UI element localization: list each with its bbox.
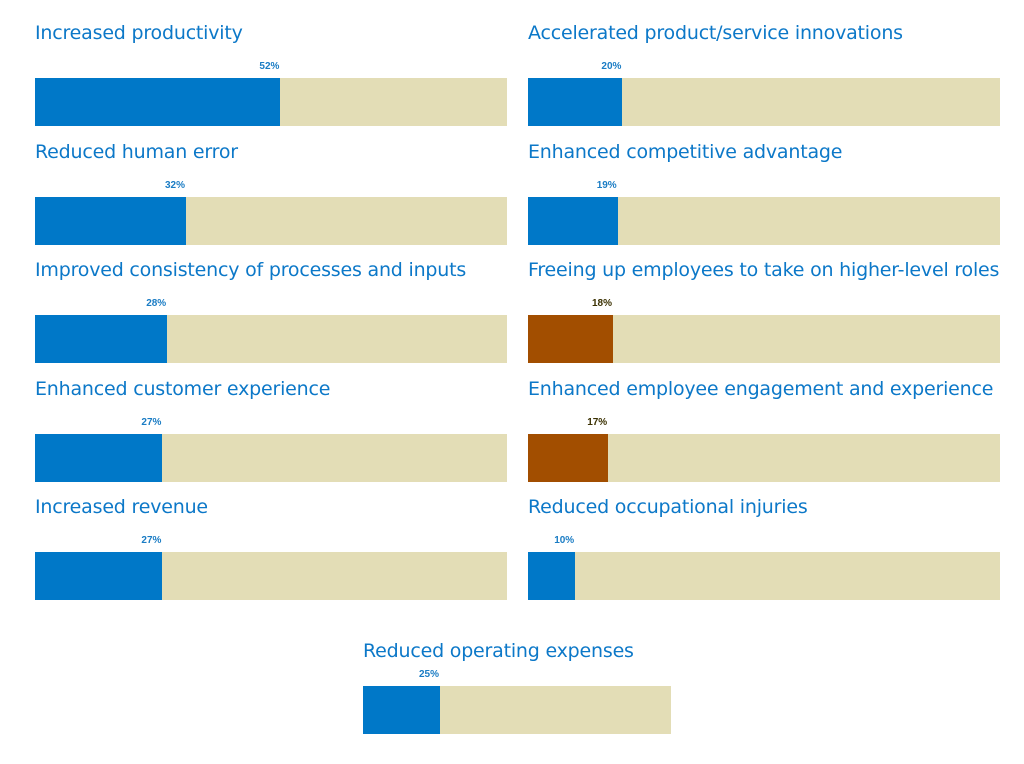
bar-value-label: 32%: [165, 179, 186, 191]
bar-category-label: Improved consistency of processes and in…: [35, 259, 467, 281]
bar-track: [528, 196, 1000, 245]
bar-fill: [528, 552, 576, 600]
bar-fill: [35, 315, 168, 363]
bar-value-label: 17%: [587, 416, 608, 428]
bar-value-label: 10%: [554, 535, 575, 546]
bar-value-label: 52%: [259, 61, 280, 72]
bar-track: [35, 196, 507, 245]
bar-category-label: Enhanced customer experience: [35, 377, 331, 400]
bar-panel-enhanced-competitive-advantage: Enhanced competitive advantage 19%: [528, 139, 1000, 257]
bar-track: [528, 315, 1000, 363]
bar-value-label: 27%: [141, 416, 162, 428]
bar-value-label: 20%: [601, 61, 622, 72]
bar-panel-enhanced-customer-experience: Enhanced customer experience 27%: [35, 376, 507, 494]
bar-track: [528, 78, 1000, 126]
bar-category-label: Freeing up employees to take on higher-l…: [528, 259, 1000, 281]
bar-category-label: Reduced operating expenses: [363, 640, 634, 662]
bar-fill: [528, 315, 613, 363]
bar-track: [35, 433, 507, 482]
bar-panel-reduced-human-error: Reduced human error 32%: [35, 139, 507, 257]
bar-fill: [363, 686, 440, 734]
bar-panel-freeing-up-employees-to-take-on-higher-level-roles: Freeing up employees to take on higher-l…: [528, 257, 1000, 375]
bar-track: [528, 552, 1000, 600]
bar-fill: [35, 196, 186, 245]
bar-category-label: Enhanced competitive advantage: [528, 140, 843, 163]
bar-panel-increased-productivity: Increased productivity 52%: [35, 20, 507, 138]
bar-value-label: 25%: [419, 669, 440, 680]
bar-category-label: Increased revenue: [35, 496, 208, 518]
bar-panels-grid: Increased productivity 52% Accelerated pro…: [35, 20, 1000, 613]
bar-category-label: Reduced human error: [35, 140, 238, 163]
bar-category-label: Accelerated product/service innovations: [528, 22, 903, 44]
bar-panel-improved-consistency-of-processes-and-inputs: Improved consistency of processes and in…: [35, 257, 507, 375]
bar-panel-reduced-occupational-injuries: Reduced occupational injuries 10%: [528, 494, 1000, 612]
bar-track: [35, 78, 507, 126]
bar-track: [528, 433, 1000, 482]
bar-value-label: 28%: [146, 298, 167, 309]
bar-category-label: Enhanced employee engagement and experie…: [528, 377, 994, 400]
bar-panel-accelerated-product-service-innovations: Accelerated product/service innovations 2…: [528, 20, 1000, 138]
bar-fill: [35, 78, 281, 126]
bar-category-label: Reduced occupational injuries: [528, 496, 808, 518]
bar-panel-reduced-operating-expenses: Reduced operating expenses 25%: [363, 638, 671, 736]
bar-fill: [528, 433, 609, 482]
bar-panel-enhanced-employee-engagement-and-experience: Enhanced employee engagement and experie…: [528, 376, 1000, 494]
bar-track: [35, 315, 507, 363]
bar-fill: [35, 433, 163, 482]
bar-value-label: 19%: [596, 179, 617, 191]
bar-fill: [528, 78, 623, 126]
bar-panel-increased-revenue: Increased revenue 27%: [35, 494, 507, 612]
bar-fill: [528, 196, 618, 245]
bar-category-label: Increased productivity: [35, 22, 243, 44]
bar-value-label: 27%: [141, 535, 162, 546]
bar-track: [35, 552, 507, 600]
bar-track: [363, 686, 671, 734]
bar-fill: [35, 552, 163, 600]
bar-value-label: 18%: [592, 298, 613, 309]
